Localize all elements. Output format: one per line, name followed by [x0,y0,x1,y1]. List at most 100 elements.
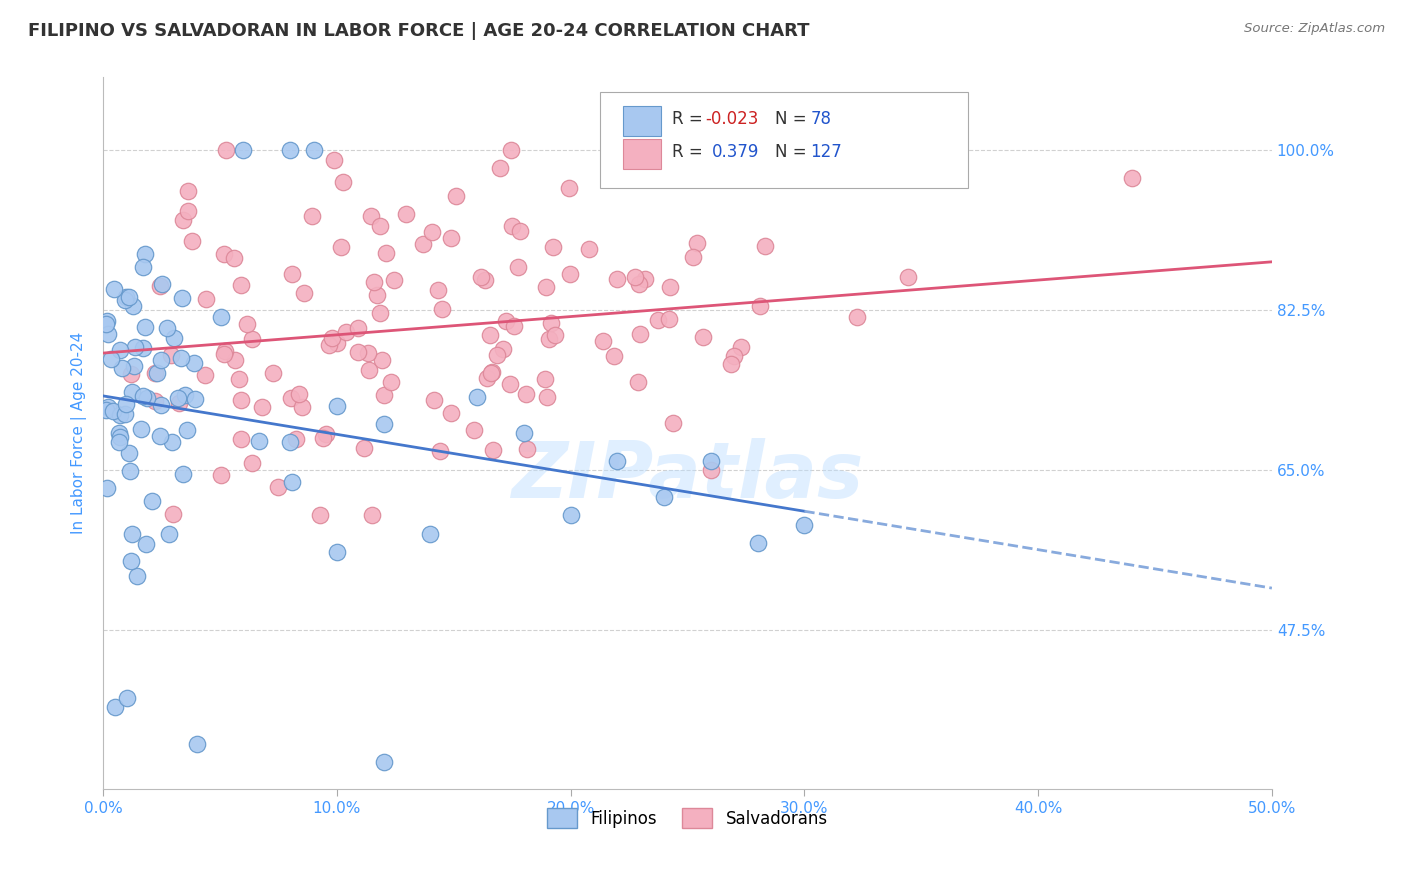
Point [288,387,311,401]
Point [658,280,681,294]
Point [482,443,505,458]
Point [228,372,250,386]
Legend: Filipinos, Salvadorans: Filipinos, Salvadorans [541,802,834,834]
Point [149,279,172,293]
Point [229,393,252,408]
Point [145,366,167,380]
Point [515,387,537,401]
Point [682,250,704,264]
Point [501,219,523,234]
Point [132,389,155,403]
Point [209,310,232,325]
Point [132,341,155,355]
Point [124,359,146,373]
Point [485,348,508,362]
Point [167,396,190,410]
Point [440,406,463,420]
Point [368,306,391,320]
Point [150,353,173,368]
Point [247,434,270,448]
Point [321,331,343,345]
Y-axis label: In Labor Force | Age 20-24: In Labor Force | Age 20-24 [72,332,87,534]
Point [470,269,492,284]
Point [315,427,337,442]
Point [124,340,146,354]
Point [309,508,332,523]
Point [240,456,263,470]
Point [170,291,193,305]
FancyBboxPatch shape [600,92,969,187]
Point [357,346,380,360]
Point [136,391,159,405]
Point [135,537,157,551]
Point [647,313,669,327]
Point [326,336,349,351]
Text: Source: ZipAtlas.com: Source: ZipAtlas.com [1244,22,1385,36]
Point [212,247,235,261]
Point [360,210,382,224]
Point [700,453,723,467]
Point [159,348,181,362]
Text: 78: 78 [810,110,831,128]
Point [516,442,538,456]
Point [730,340,752,354]
Point [540,316,562,330]
Point [129,422,152,436]
Point [172,467,194,481]
Point [103,282,125,296]
Point [229,278,252,293]
Point [606,453,628,467]
Point [278,144,301,158]
Point [495,314,517,328]
Point [162,435,184,450]
Point [332,175,354,189]
Point [214,344,236,359]
Point [96,402,118,417]
Point [366,288,388,302]
Point [121,384,143,399]
Point [499,376,522,391]
Point [120,554,142,568]
Point [292,286,315,301]
Point [723,349,745,363]
Point [479,366,502,380]
Point [172,212,194,227]
Point [311,431,333,445]
Point [267,480,290,494]
Point [115,290,138,304]
Point [361,508,384,523]
Point [231,433,253,447]
Point [104,700,127,714]
Point [120,367,142,381]
Point [215,144,238,158]
Point [184,392,207,407]
Point [748,299,770,313]
Point [420,225,443,239]
Point [149,429,172,443]
Point [162,507,184,521]
Point [118,446,141,460]
Point [176,203,198,218]
Point [747,536,769,550]
Point [108,426,131,441]
Point [558,181,581,195]
Point [167,392,190,406]
Point [534,279,557,293]
Point [368,219,391,233]
Point [363,276,385,290]
Point [444,189,467,203]
Point [134,319,156,334]
Point [373,387,395,401]
Point [606,272,628,286]
Point [262,366,284,380]
Point [423,392,446,407]
Point [232,144,254,158]
Point [628,327,651,342]
Point [700,463,723,477]
Text: N =: N = [775,144,813,161]
Point [558,268,581,282]
Point [301,209,323,223]
Point [157,527,180,541]
Point [623,269,645,284]
Point [692,330,714,344]
